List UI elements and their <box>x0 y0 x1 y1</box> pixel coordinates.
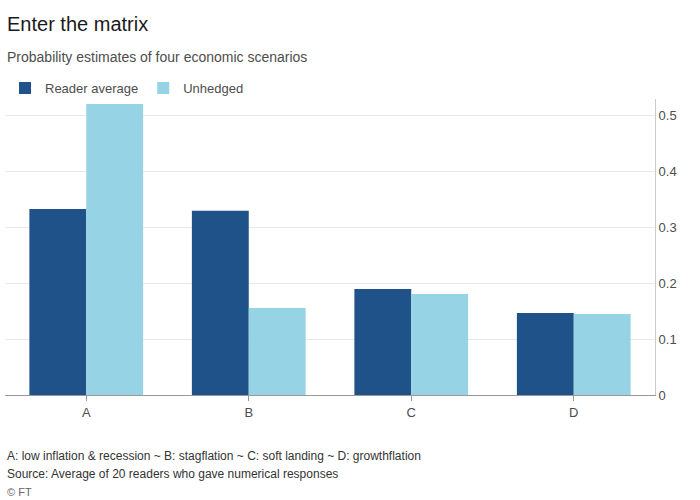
svg-text:D: D <box>569 405 578 420</box>
svg-text:0.5: 0.5 <box>659 108 677 123</box>
svg-text:Probability estimates of four: Probability estimates of four economic s… <box>7 49 307 65</box>
svg-text:Unhedged: Unhedged <box>183 81 243 96</box>
svg-text:0.3: 0.3 <box>659 220 677 235</box>
svg-text:0.2: 0.2 <box>659 276 677 291</box>
svg-text:C: C <box>407 405 416 420</box>
svg-text:© FT: © FT <box>7 486 32 498</box>
svg-text:0: 0 <box>659 388 666 403</box>
svg-text:A: low inflation & recession ~: A: low inflation & recession ~ B: stagfl… <box>7 449 421 463</box>
svg-text:A: A <box>82 405 91 420</box>
svg-text:Source: Average of 20 readers: Source: Average of 20 readers who gave n… <box>7 467 338 481</box>
svg-text:0.4: 0.4 <box>659 164 677 179</box>
svg-text:0.1: 0.1 <box>659 332 677 347</box>
svg-text:Enter the matrix: Enter the matrix <box>7 13 148 35</box>
svg-text:B: B <box>244 405 253 420</box>
svg-text:Reader average: Reader average <box>45 81 138 96</box>
